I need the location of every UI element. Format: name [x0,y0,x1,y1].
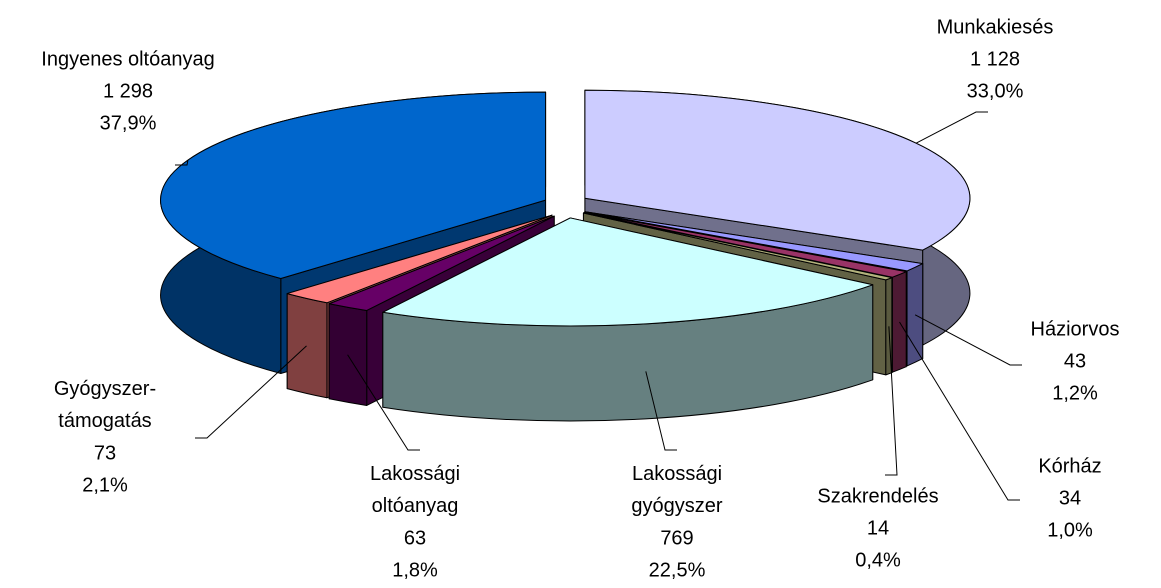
category-label: Munkakiesés [937,16,1054,38]
slice [582,212,893,281]
value-label: 63 [404,527,426,549]
percentage-label: 1,2% [1052,382,1098,404]
leader-line [347,354,420,451]
value-label: 1 128 [970,48,1020,70]
value-label: 769 [660,527,693,549]
slice [328,215,555,311]
category-label: Kórház [1038,455,1101,477]
category-label: Lakossági oltóanyag [370,463,460,517]
leader-line [175,160,189,166]
slice [286,214,553,304]
category-label: Háziorvos [1031,318,1120,340]
value-label: 43 [1064,350,1086,372]
slice [583,212,907,278]
category-label: Lakossági gyógyszer [631,463,722,517]
slice-wall [906,263,924,367]
percentage-label: 1,8% [392,559,438,581]
category-label: Szakrendelés [817,485,938,507]
percentage-label: 1,0% [1047,519,1093,541]
leader-line [885,326,898,476]
leader-line [645,371,677,451]
value-label: 34 [1059,487,1081,509]
slice-wall [891,271,907,373]
leader-line [915,111,988,144]
percentage-label: 2,1% [82,474,128,496]
category-label: Gyógyszer-támogatás [54,378,156,432]
leader-line [195,345,307,439]
slice-wall [286,293,328,399]
value-label: 73 [94,442,116,464]
percentage-label: 33,0% [967,80,1024,102]
percentage-label: 0,4% [855,549,901,571]
leader-line [899,321,1020,501]
slice [382,217,874,327]
slice [160,91,547,280]
value-label: 1 298 [103,80,153,102]
leader-line [914,314,1022,366]
value-label: 14 [867,517,889,539]
percentage-label: 37,9% [100,112,157,134]
category-label: Ingyenes oltóanyag [41,48,214,70]
slice [584,211,924,272]
percentage-label: 22,5% [649,559,706,581]
slice [584,89,971,251]
slice-group [382,217,874,422]
